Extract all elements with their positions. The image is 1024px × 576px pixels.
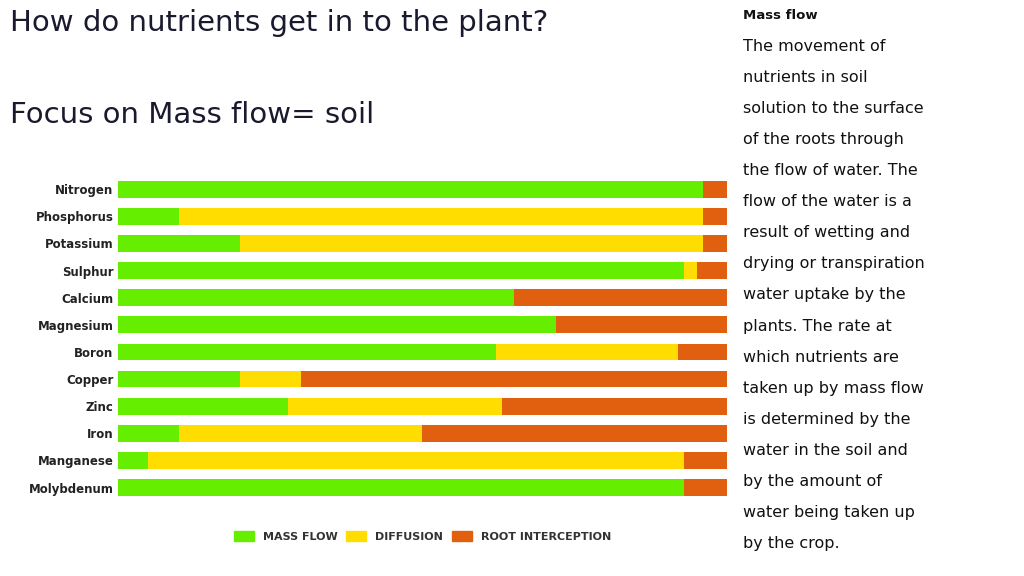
Text: water uptake by the: water uptake by the [743, 287, 906, 302]
Text: water being taken up: water being taken up [743, 505, 915, 520]
Text: by the amount of: by the amount of [743, 474, 883, 489]
Bar [684, 452, 727, 469]
Bar [178, 425, 422, 442]
Bar [240, 371, 301, 388]
Bar [702, 208, 727, 225]
Bar [301, 371, 727, 388]
Bar [502, 398, 727, 415]
Bar [240, 235, 702, 252]
Text: Mass flow: Mass flow [743, 9, 818, 22]
Bar [556, 316, 727, 334]
Bar [702, 235, 727, 252]
Text: Focus on Mass flow= soil: Focus on Mass flow= soil [10, 101, 375, 129]
Bar [496, 343, 678, 361]
Text: plants. The rate at: plants. The rate at [743, 319, 892, 334]
Bar [118, 371, 240, 388]
Bar [118, 262, 684, 279]
Text: flow of the water is a: flow of the water is a [743, 194, 912, 209]
Text: taken up by mass flow: taken up by mass flow [743, 381, 925, 396]
Text: result of wetting and: result of wetting and [743, 225, 910, 240]
Text: solution to the surface: solution to the surface [743, 101, 924, 116]
Bar [289, 398, 502, 415]
Text: drying or transpiration: drying or transpiration [743, 256, 925, 271]
Bar [684, 262, 696, 279]
Bar [118, 235, 240, 252]
Text: the flow of water. The: the flow of water. The [743, 163, 919, 178]
Bar [118, 181, 702, 198]
Text: of the roots through: of the roots through [743, 132, 904, 147]
Text: water in the soil and: water in the soil and [743, 443, 908, 458]
Text: How do nutrients get in to the plant?: How do nutrients get in to the plant? [10, 9, 549, 37]
Bar [118, 398, 289, 415]
Bar [118, 289, 514, 306]
Bar [118, 208, 178, 225]
Bar [702, 181, 727, 198]
Bar [684, 479, 727, 496]
Bar [118, 479, 684, 496]
Text: by the crop.: by the crop. [743, 536, 840, 551]
Bar [678, 343, 727, 361]
Legend: MASS FLOW, DIFFUSION, ROOT INTERCEPTION: MASS FLOW, DIFFUSION, ROOT INTERCEPTION [229, 526, 615, 546]
Bar [118, 343, 496, 361]
Bar [118, 452, 148, 469]
Text: The movement of: The movement of [743, 39, 886, 54]
Bar [178, 208, 702, 225]
Text: which nutrients are: which nutrients are [743, 350, 899, 365]
Text: is determined by the: is determined by the [743, 412, 911, 427]
Bar [148, 452, 684, 469]
Text: nutrients in soil: nutrients in soil [743, 70, 868, 85]
Bar [118, 316, 556, 334]
Bar [696, 262, 727, 279]
Bar [514, 289, 727, 306]
Bar [118, 425, 178, 442]
Bar [422, 425, 727, 442]
